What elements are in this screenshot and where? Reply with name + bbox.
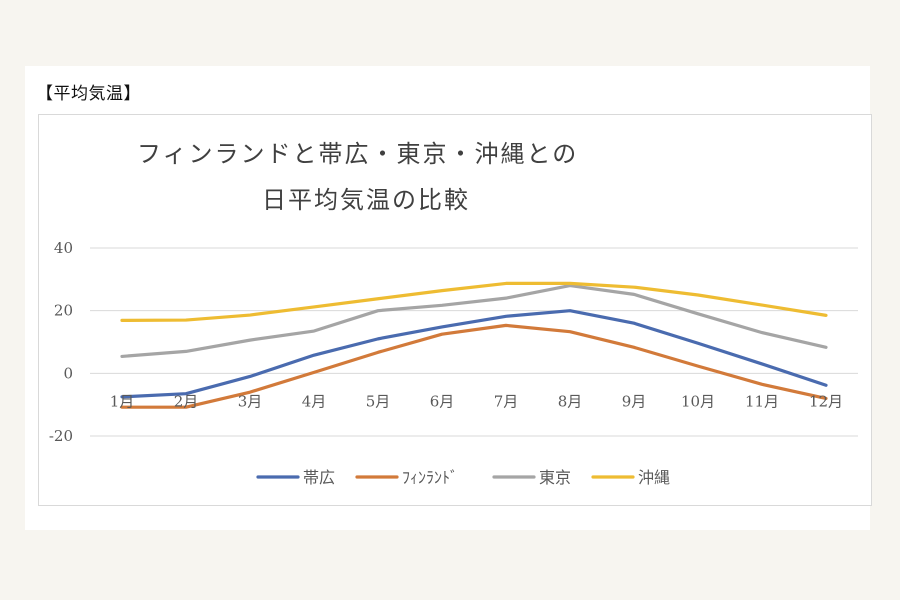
series-line-2 bbox=[120, 284, 828, 359]
x-tick-label: 8月 bbox=[558, 392, 583, 410]
chart-title-line-2: 日平均気温の比較 bbox=[262, 186, 470, 214]
y-tick-label: -20 bbox=[49, 427, 73, 445]
series-line-1 bbox=[120, 323, 828, 409]
x-tick-label: 3月 bbox=[238, 392, 263, 410]
y-tick-label: 0 bbox=[63, 364, 73, 382]
section-heading: 【平均気温】 bbox=[36, 84, 141, 104]
x-tick-label: 12月 bbox=[809, 392, 843, 410]
x-tick-label: 7月 bbox=[494, 392, 519, 410]
x-tick-label: 5月 bbox=[366, 392, 391, 410]
x-tick-label: 6月 bbox=[430, 392, 455, 410]
series-line-3 bbox=[120, 281, 828, 322]
x-tick-label: 1月 bbox=[110, 392, 135, 410]
chart-title-line-1: フィンランドと帯広・東京・沖縄との bbox=[137, 140, 579, 168]
x-tick-label: 4月 bbox=[302, 392, 327, 410]
x-tick-label: 11月 bbox=[745, 392, 779, 410]
x-tick-label: 9月 bbox=[622, 392, 647, 410]
legend-label: 帯広 bbox=[303, 468, 335, 487]
x-tick-label: 10月 bbox=[681, 392, 715, 410]
chart-frame bbox=[38, 114, 872, 506]
legend-label: 沖縄 bbox=[638, 468, 670, 487]
legend-label: 東京 bbox=[539, 468, 571, 487]
series-line-0 bbox=[120, 309, 828, 399]
x-tick-label: 2月 bbox=[174, 392, 199, 410]
legend-label: ﾌｨﾝﾗﾝﾄﾞ bbox=[402, 468, 458, 487]
y-tick-label: 40 bbox=[54, 239, 73, 257]
y-tick-label: 20 bbox=[54, 302, 73, 320]
